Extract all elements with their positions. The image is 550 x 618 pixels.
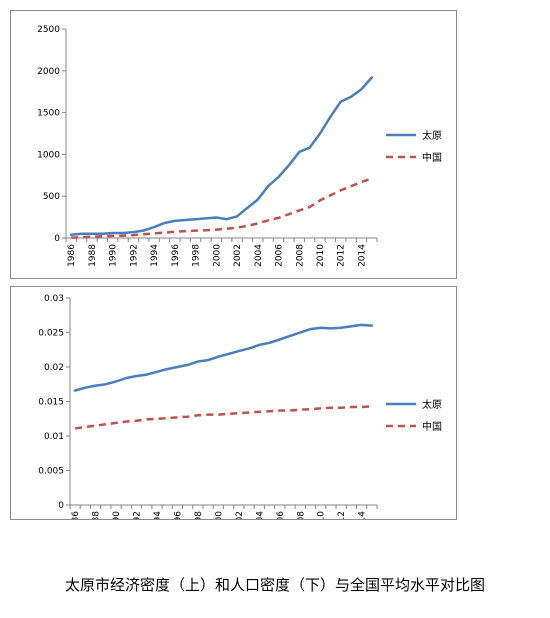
y-tick-label: 0.02	[44, 363, 64, 373]
x-tick-label: 2012	[337, 511, 347, 519]
y-tick-label: 500	[43, 192, 60, 202]
economic-density-plot: 0 500 1000 1500 2000 2500 1986 1988 1990 1992 1994…	[37, 25, 442, 267]
legend-label: 太原	[422, 398, 442, 411]
x-tick-label: 1996	[171, 244, 181, 267]
x-tick-label: 1986	[71, 511, 81, 519]
x-tick-label: 2004	[255, 511, 265, 519]
series-line-china	[74, 405, 372, 430]
legend-label: 中国	[422, 151, 442, 164]
y-tick-label: 0	[58, 501, 64, 511]
x-tick-label: 2010	[316, 244, 326, 267]
economic-density-chart: 0 500 1000 1500 2000 2500 1986 1988 1990 1992 1994…	[10, 10, 457, 279]
x-tick-label: 1992	[129, 244, 139, 267]
x-tick-label: 2006	[276, 511, 286, 519]
y-tick-label: 0	[54, 234, 60, 244]
y-tick-label: 0.005	[38, 467, 64, 477]
x-tick-label: 2014	[358, 511, 368, 519]
x-tick-label: 2012	[337, 244, 347, 267]
x-tick-label: 1998	[192, 244, 202, 267]
series-line-china	[71, 177, 373, 239]
x-tick-label: 1994	[153, 511, 163, 519]
x-tick-label: 1990	[109, 244, 119, 267]
x-tick-label: 2010	[317, 511, 327, 519]
y-tick-label: 1000	[37, 150, 60, 160]
series-line-taiyuan	[73, 323, 374, 392]
x-tick-label: 1996	[173, 511, 183, 519]
x-tick-label: 2002	[233, 244, 243, 267]
x-tick-label: 2014	[357, 244, 367, 267]
x-tick-label: 1990	[112, 511, 122, 519]
population-density-chart: 0 0.005 0.01 0.015 0.02 0.025 0.03 1986 1988 1990…	[10, 286, 457, 520]
x-tick-label: 1998	[194, 511, 204, 519]
figure-caption: 太原市经济密度（上）和人口密度（下）与全国平均水平对比图	[64, 576, 485, 594]
x-tick-label: 2000	[212, 244, 222, 267]
x-tick-label: 1988	[92, 511, 102, 519]
legend-label: 中国	[422, 420, 442, 433]
y-tick-label: 2500	[37, 25, 60, 35]
x-tick-label: 2002	[235, 511, 245, 519]
x-tick-label: 2008	[296, 511, 306, 519]
x-tick-label: 2006	[275, 244, 285, 267]
x-tick-label: 1994	[150, 244, 160, 267]
x-tick-label: 2004	[254, 244, 264, 267]
y-tick-label: 0.025	[38, 329, 64, 339]
x-tick-label: 1992	[133, 511, 143, 519]
x-tick-label: 1988	[88, 244, 98, 267]
y-tick-label: 0.015	[38, 398, 64, 408]
y-tick-label: 0.01	[44, 432, 64, 442]
y-tick-label: 1500	[37, 109, 60, 119]
y-tick-label: 0.03	[44, 294, 64, 304]
y-tick-label: 2000	[37, 67, 60, 77]
x-tick-label: 1986	[67, 244, 77, 267]
population-density-plot: 0 0.005 0.01 0.015 0.02 0.025 0.03 1986 1988 1990…	[38, 294, 442, 519]
x-tick-label: 2000	[214, 511, 224, 519]
series-line-taiyuan	[69, 76, 374, 236]
legend-label: 太原	[422, 129, 442, 142]
x-tick-label: 2008	[295, 244, 305, 267]
